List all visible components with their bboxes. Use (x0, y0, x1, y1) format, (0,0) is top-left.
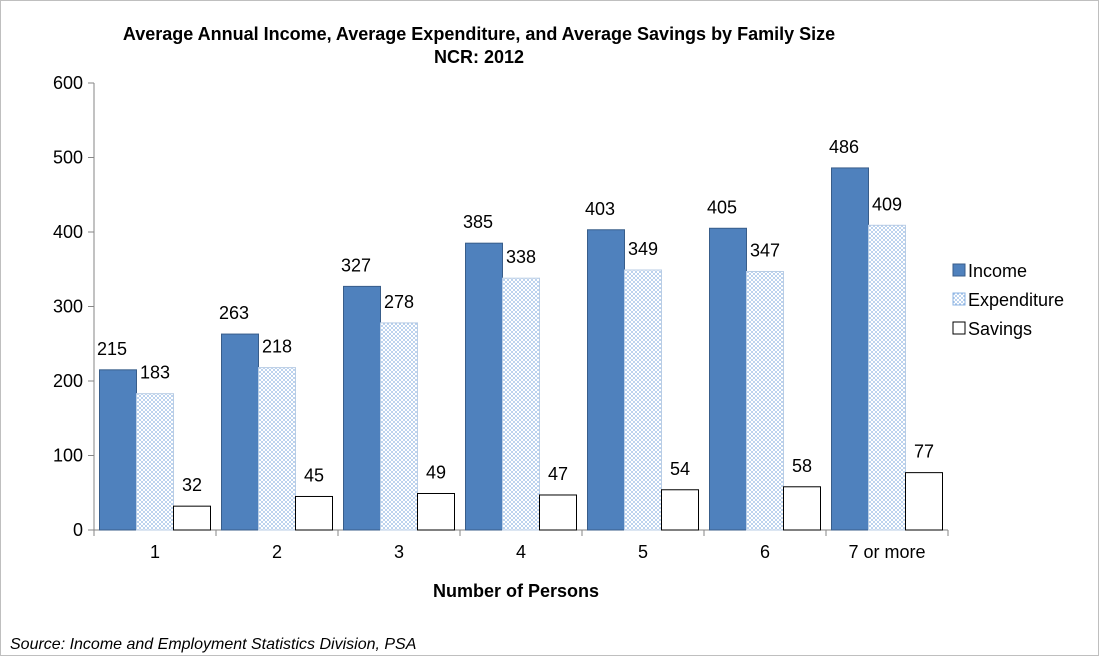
bar-income (99, 369, 137, 531)
y-tick-label: 0 (73, 520, 83, 540)
legend-swatch-expenditure (952, 292, 966, 306)
bar-income (709, 227, 747, 531)
y-tick-label: 600 (53, 73, 83, 93)
bar-expenditure (624, 269, 662, 531)
x-tick-label: 4 (516, 542, 526, 562)
data-label-expenditure: 218 (262, 337, 292, 357)
data-label-income: 385 (463, 212, 493, 232)
bar-income (465, 242, 503, 531)
bar-savings (417, 492, 455, 531)
x-axis-title: Number of Persons (433, 581, 599, 601)
bar-savings (905, 472, 943, 531)
y-tick-label: 300 (53, 297, 83, 317)
x-tick-label: 3 (394, 542, 404, 562)
bar-expenditure (868, 224, 906, 531)
data-label-expenditure: 349 (628, 239, 658, 259)
data-label-savings: 47 (548, 464, 568, 484)
bar-expenditure (502, 277, 540, 531)
y-tick-label: 400 (53, 222, 83, 242)
y-tick-label: 200 (53, 371, 83, 391)
legend-swatch-income (952, 263, 966, 277)
data-label-savings: 49 (426, 462, 446, 482)
data-label-expenditure: 347 (750, 240, 780, 260)
legend-label-income: Income (968, 261, 1027, 281)
bar-income (587, 229, 625, 531)
x-tick-label: 1 (150, 542, 160, 562)
data-label-savings: 58 (792, 456, 812, 476)
x-tick-label: 7 or more (848, 542, 925, 562)
y-tick-label: 500 (53, 148, 83, 168)
bar-savings (539, 494, 577, 531)
chart-title: Average Annual Income, Average Expenditu… (123, 24, 835, 44)
data-label-savings: 54 (670, 459, 690, 479)
legend-label-savings: Savings (968, 319, 1032, 339)
bar-savings (173, 505, 211, 531)
data-label-expenditure: 338 (506, 247, 536, 267)
bar-income (831, 167, 869, 531)
bar-expenditure (258, 367, 296, 531)
bar-expenditure (746, 270, 784, 531)
data-label-income: 215 (97, 339, 127, 359)
bar-expenditure (380, 322, 418, 531)
data-label-income: 327 (341, 255, 371, 275)
data-label-savings: 32 (182, 475, 202, 495)
legend: Income Expenditure Savings (952, 261, 1064, 339)
data-label-income: 405 (707, 197, 737, 217)
legend-swatch-savings (952, 321, 966, 335)
legend-label-expenditure: Expenditure (968, 290, 1064, 310)
bar-income (343, 285, 381, 531)
x-tick-label: 5 (638, 542, 648, 562)
bar-savings (783, 486, 821, 531)
data-label-expenditure: 409 (872, 194, 902, 214)
data-label-income: 403 (585, 199, 615, 219)
chart-subtitle: NCR: 2012 (434, 47, 524, 67)
plot-area: 0100200300400500600121518332226321845332… (53, 73, 949, 562)
bar-savings (661, 489, 699, 531)
source-note: Source: Income and Employment Statistics… (10, 636, 416, 653)
bar-savings (295, 495, 333, 531)
y-tick-label: 100 (53, 446, 83, 466)
data-label-savings: 45 (304, 465, 324, 485)
data-label-savings: 77 (914, 442, 934, 462)
data-label-income: 486 (829, 137, 859, 157)
bar-income (221, 333, 259, 531)
x-tick-label: 6 (760, 542, 770, 562)
bar-expenditure (136, 393, 174, 531)
x-tick-label: 2 (272, 542, 282, 562)
data-label-income: 263 (219, 303, 249, 323)
data-label-expenditure: 183 (140, 363, 170, 383)
data-label-expenditure: 278 (384, 292, 414, 312)
